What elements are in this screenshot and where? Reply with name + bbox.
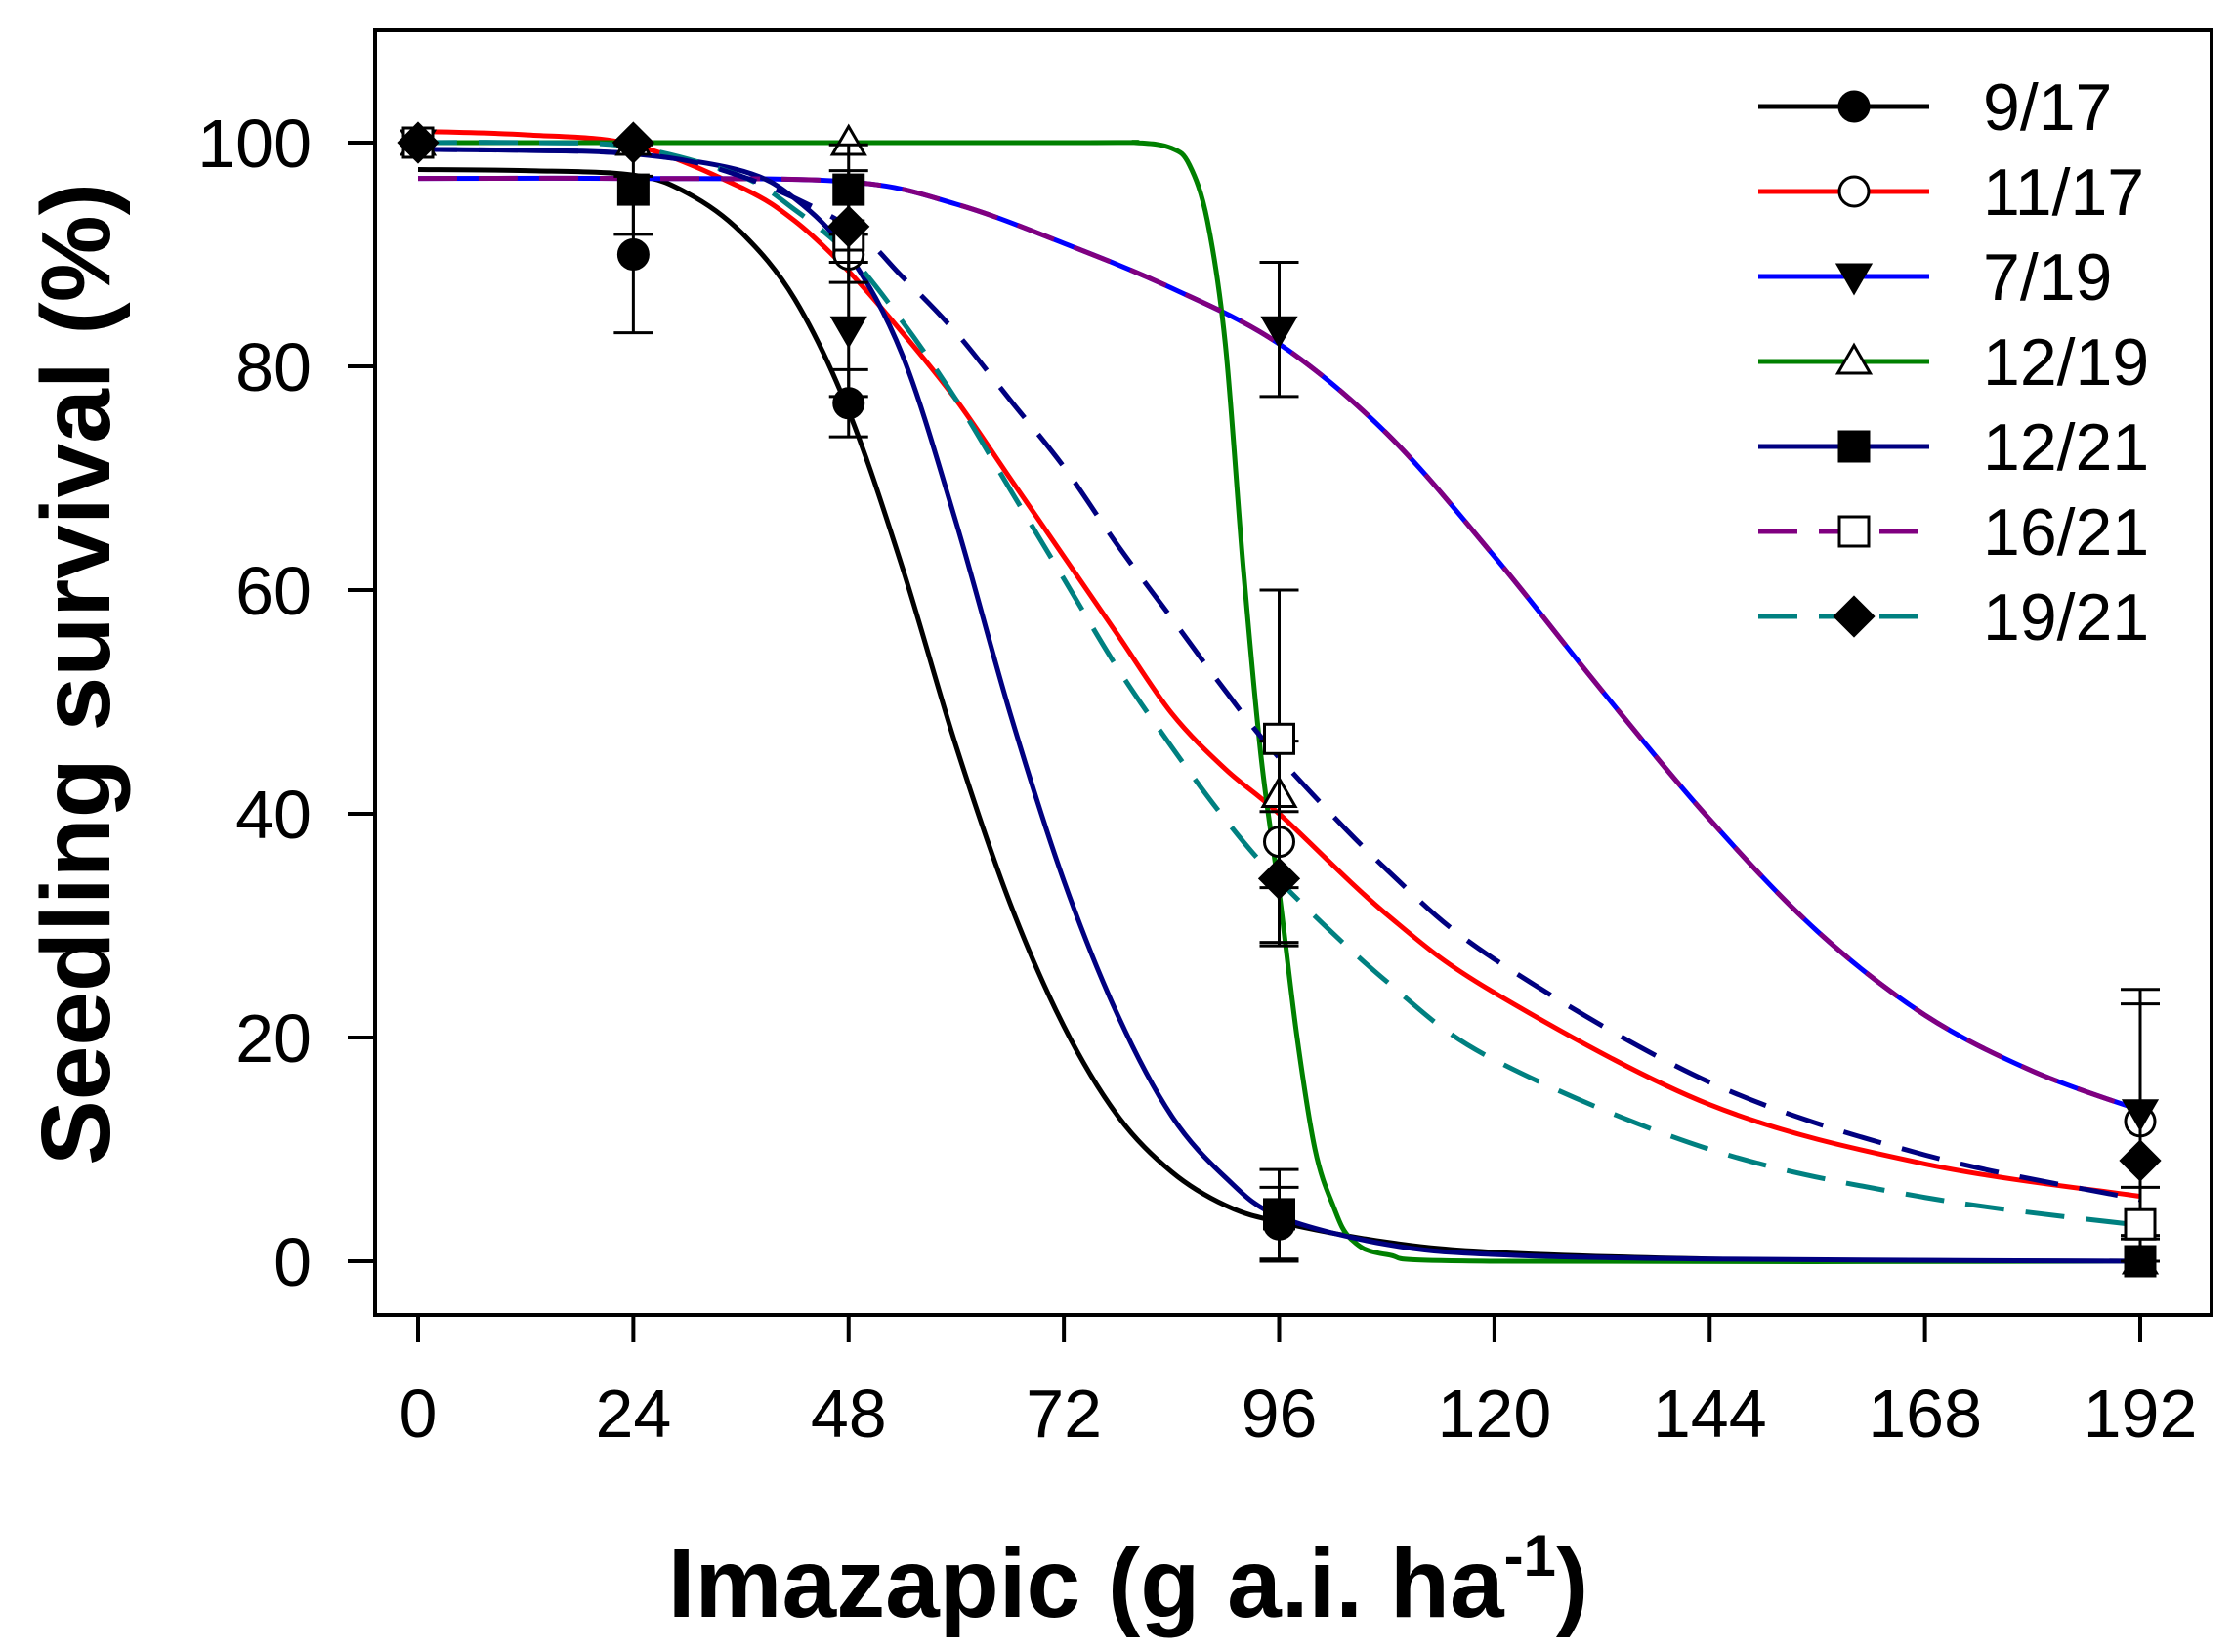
data-point bbox=[616, 173, 650, 206]
data-point bbox=[1263, 722, 1295, 755]
series-line bbox=[417, 147, 2141, 1264]
legend-item-11-17: 11/17 bbox=[1758, 155, 2144, 230]
data-point bbox=[1260, 316, 1298, 349]
x-tick-label: 24 bbox=[595, 1376, 671, 1452]
x-axis-title-main: Imazapic (g a.i. ha bbox=[668, 1529, 1505, 1638]
x-axis-title-sup: -1 bbox=[1504, 1523, 1556, 1588]
plot-frame bbox=[373, 28, 2213, 1317]
data-point bbox=[2121, 1099, 2160, 1132]
y-axis-title: Seedling survival (%) bbox=[21, 183, 131, 1165]
series-19-21-points bbox=[397, 121, 2162, 1182]
data-point bbox=[1263, 1198, 1295, 1231]
legend-label: 16/21 bbox=[1983, 495, 2149, 570]
legend-label: 9/17 bbox=[1983, 70, 2112, 145]
y-tick-label: 0 bbox=[274, 1224, 312, 1300]
legend-marker bbox=[1837, 90, 1871, 123]
series-line bbox=[417, 147, 2141, 1203]
series-11-17-curve bbox=[417, 129, 2141, 1200]
y-tick-label: 80 bbox=[235, 329, 312, 405]
legend-label: 11/17 bbox=[1983, 155, 2144, 230]
x-tick-label: 96 bbox=[1242, 1376, 1318, 1452]
data-point bbox=[1257, 857, 1301, 901]
data-point bbox=[2124, 1207, 2157, 1241]
y-tick-label: 40 bbox=[235, 777, 312, 853]
x-tick-label: 120 bbox=[1437, 1376, 1551, 1452]
legend-label: 19/21 bbox=[1983, 580, 2149, 655]
legend-item-12-21: 12/21 bbox=[1758, 410, 2149, 485]
legend-marker bbox=[1837, 430, 1871, 463]
series-11-17-points bbox=[401, 126, 2160, 1241]
x-tick-label: 48 bbox=[811, 1376, 887, 1452]
series-layer bbox=[397, 121, 2162, 1278]
legend-marker bbox=[1837, 175, 1871, 208]
legend-item-12-19: 12/19 bbox=[1758, 325, 2149, 400]
y-tick-label: 60 bbox=[235, 553, 312, 629]
x-tick-label: 192 bbox=[2084, 1376, 2198, 1452]
x-tick-label: 72 bbox=[1026, 1376, 1102, 1452]
data-point bbox=[2119, 1139, 2162, 1182]
legend-marker bbox=[1834, 263, 1874, 296]
series-line bbox=[417, 129, 2141, 1200]
y-tick-label: 20 bbox=[235, 1000, 312, 1077]
legend-marker bbox=[1837, 515, 1871, 548]
series-extra-curve bbox=[417, 147, 2141, 1203]
x-axis-title-end: ) bbox=[1556, 1529, 1588, 1638]
data-point bbox=[397, 121, 440, 164]
axis-ticks: 0 24 48 72 96 120 144 168 192 0 20 40 60 80 100 bbox=[197, 106, 2197, 1452]
legend-label: 7/19 bbox=[1983, 240, 2112, 315]
x-tick-label: 144 bbox=[1653, 1376, 1767, 1452]
legend-item-9-17: 9/17 bbox=[1758, 70, 2112, 145]
x-axis-title: Imazapic (g a.i. ha-1) bbox=[668, 1523, 1588, 1638]
legend-label: 12/19 bbox=[1983, 325, 2149, 400]
data-point bbox=[616, 238, 650, 271]
x-tick-label: 168 bbox=[1868, 1376, 1982, 1452]
x-tick-label: 0 bbox=[400, 1376, 438, 1452]
legend-marker bbox=[1834, 342, 1874, 375]
data-point bbox=[611, 121, 654, 164]
legend-item-16-21: 16/21 bbox=[1758, 495, 2149, 570]
data-point bbox=[829, 316, 867, 349]
y-tick-label: 100 bbox=[197, 106, 312, 182]
legend-item-7-19: 7/19 bbox=[1758, 240, 2112, 315]
legend-label: 12/21 bbox=[1983, 410, 2149, 485]
series-7-19-points bbox=[399, 129, 2160, 1238]
series-12-21-curve bbox=[417, 147, 2141, 1264]
legend-item-19-21: 19/21 bbox=[1758, 580, 2149, 655]
legend: 9/17 11/17 7/19 12/19 12/21 16/21 19/21 bbox=[1758, 70, 2149, 655]
legend-marker bbox=[1833, 595, 1876, 638]
data-point bbox=[827, 205, 870, 248]
series-16-21-points bbox=[401, 126, 2160, 1263]
